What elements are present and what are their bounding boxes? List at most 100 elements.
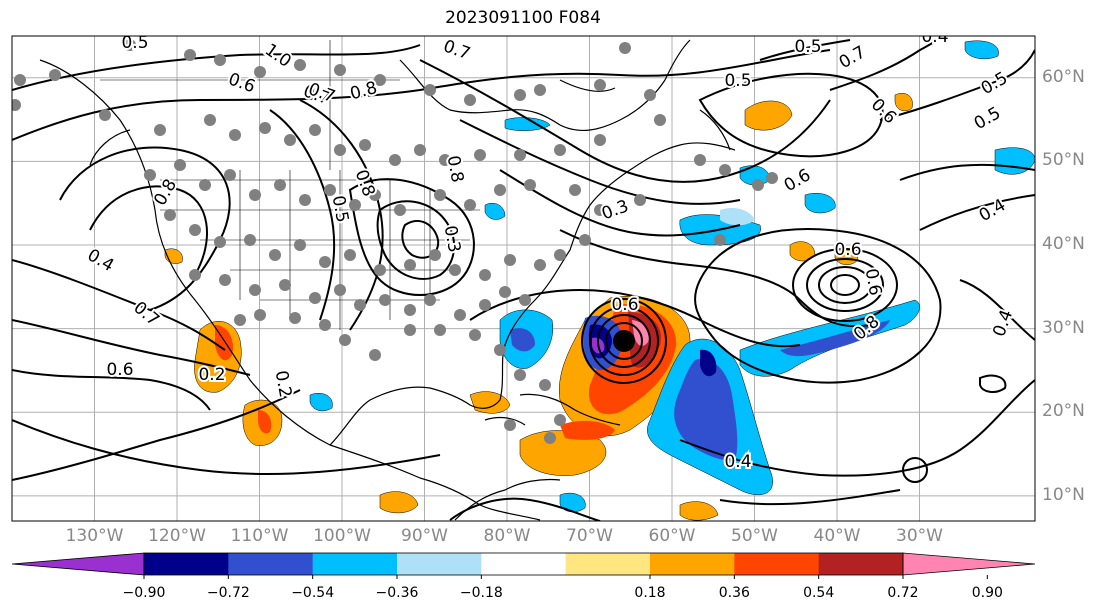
station-marker (404, 259, 416, 271)
colorbar-tick-label: −0.18 (459, 585, 503, 601)
station-marker (414, 144, 426, 156)
station-marker (12, 99, 21, 111)
station-marker (299, 194, 311, 206)
map-frame (11, 35, 1036, 522)
station-marker (394, 204, 406, 216)
station-marker (14, 74, 26, 86)
station-marker (154, 124, 166, 136)
station-marker (354, 299, 366, 311)
station-marker (374, 74, 386, 86)
station-marker (494, 344, 506, 356)
station-marker (214, 236, 226, 248)
state-borders (100, 40, 480, 330)
lon-label: 30°W (896, 526, 943, 546)
station-marker (334, 144, 346, 156)
station-marker (244, 234, 256, 246)
station-marker (579, 234, 591, 246)
colorbar-segment (734, 553, 820, 575)
station-marker (504, 419, 516, 431)
station-marker (404, 324, 416, 336)
station-marker (714, 234, 726, 246)
colorbar-outline (143, 552, 904, 576)
station-marker (309, 292, 321, 304)
station-marker (199, 179, 211, 191)
colorbar-tick-label: 0.54 (803, 585, 835, 601)
station-marker (324, 184, 336, 196)
contour-label: 0.2 (271, 369, 295, 399)
station-marker (434, 324, 446, 336)
station-marker (174, 159, 186, 171)
colorbar-segment (144, 553, 229, 575)
lon-label: 100°W (313, 526, 371, 546)
colorbar-tick-label: −0.90 (122, 585, 166, 601)
colorbar-segment (312, 553, 398, 575)
lat-label: 60°N (1042, 66, 1085, 87)
station-marker (504, 254, 516, 266)
station-marker (369, 349, 381, 361)
station-marker (534, 84, 546, 96)
station-marker (694, 154, 706, 166)
station-marker (554, 414, 566, 426)
station-marker (479, 299, 491, 311)
station-marker (279, 279, 291, 291)
station-marker (214, 54, 226, 66)
station-marker (434, 189, 446, 201)
station-marker (274, 179, 286, 191)
colorbar-segment (481, 553, 567, 575)
contour-label: 0.6 (611, 295, 638, 315)
station-marker (469, 329, 481, 341)
colorbar-tick-label: 0.18 (634, 585, 666, 601)
station-marker (534, 259, 546, 271)
station-marker (309, 124, 321, 136)
station-marker (514, 89, 526, 101)
lat-label: 30°N (1042, 317, 1085, 338)
colorbar-tick-label: 0.36 (718, 585, 750, 601)
station-marker (424, 294, 436, 306)
colorbar-tick-label: −0.72 (206, 585, 250, 601)
station-marker (269, 249, 281, 261)
station-marker (619, 42, 631, 54)
station-marker (189, 224, 201, 236)
station-marker (449, 264, 461, 276)
station-marker (124, 39, 136, 51)
colorbar-segment (650, 553, 735, 575)
colorbar-segment (228, 553, 314, 575)
station-marker (374, 264, 386, 276)
colorbar-tick-label: −0.36 (375, 585, 419, 601)
contour-label: 0.4 (921, 27, 948, 47)
station-marker (499, 286, 511, 298)
map-title: 2023091100 F084 (445, 8, 601, 28)
station-marker (594, 134, 606, 146)
station-marker (439, 154, 451, 166)
station-marker (424, 84, 436, 96)
station-marker (369, 189, 381, 201)
lon-label: 120°W (148, 526, 206, 546)
colorbar-extend-high (902, 552, 1036, 576)
lon-label: 110°W (230, 526, 289, 546)
colorbar-tick-label: 0.72 (887, 585, 919, 601)
station-marker (204, 114, 216, 126)
contour-label: 0.3 (440, 224, 464, 254)
contour-label: 0.4 (724, 452, 751, 472)
station-marker (249, 189, 261, 201)
station-marker (654, 114, 666, 126)
station-marker (766, 172, 778, 184)
station-marker (544, 432, 556, 444)
station-marker (519, 294, 531, 306)
colorbar-segment (397, 553, 482, 575)
contours (12, 36, 1035, 521)
station-marker (184, 49, 196, 61)
station-marker (294, 239, 306, 251)
station-marker (539, 379, 551, 391)
station-marker (259, 122, 271, 134)
station-marker (389, 154, 401, 166)
lat-label: 40°N (1042, 234, 1085, 255)
station-marker (594, 79, 606, 91)
contour-label: 0.5 (724, 71, 751, 91)
station-marker (164, 209, 176, 221)
station-marker (254, 66, 266, 78)
lon-label: 40°W (813, 526, 861, 546)
station-marker (144, 169, 156, 181)
station-marker (349, 199, 361, 211)
colorbar-segment (818, 553, 904, 575)
